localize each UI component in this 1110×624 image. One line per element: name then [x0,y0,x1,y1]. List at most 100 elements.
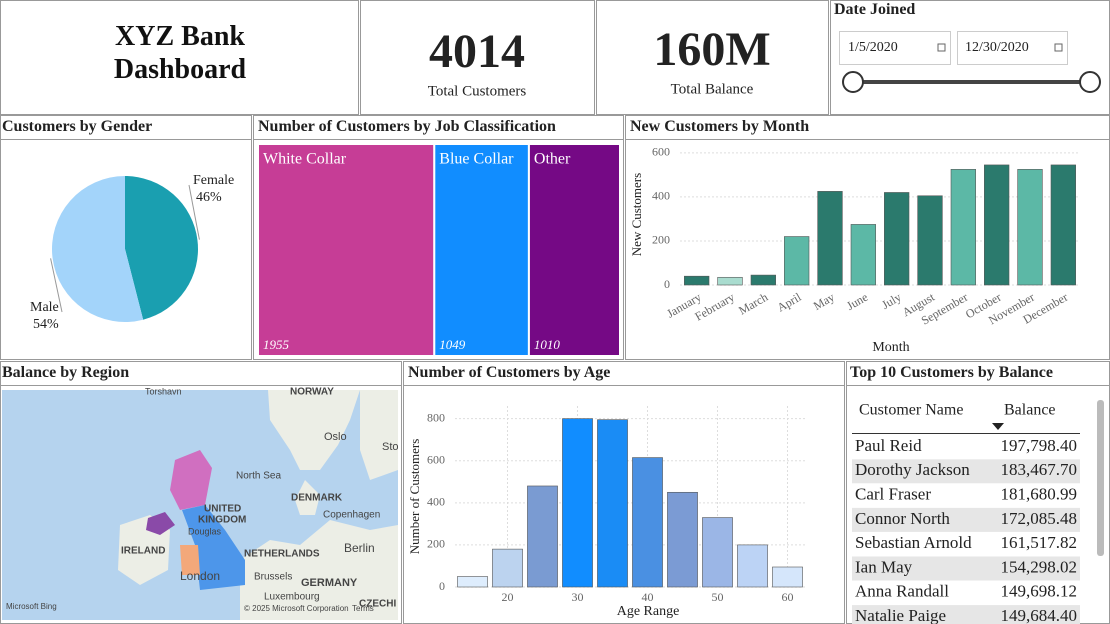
map-northern-ireland [146,512,175,535]
bar [737,544,768,588]
map-label: UNITED [204,504,241,515]
map-label: North Sea [236,471,281,482]
x-tick-label: March [736,290,770,318]
date-input[interactable] [957,31,1068,65]
kpi-label: Total Balance [671,81,754,97]
panel [0,115,252,360]
cell: Sebastian Arnold [855,533,972,552]
map-label: GERMANY [301,577,358,589]
cell: 149,698.12 [1001,582,1078,601]
map-label: Microsoft Bing [6,602,57,611]
y-axis-label: Number of Customers [407,439,422,555]
map-label: Sto [382,441,399,453]
row-background [852,605,1080,624]
panel [253,115,624,360]
y-tick-label: 600 [427,452,445,466]
map-land [268,390,360,470]
y-tick-label: 200 [427,537,445,551]
y-tick-label: 0 [439,579,445,593]
map-label: Copenhagen [323,510,380,521]
x-tick-label: 40 [642,590,654,604]
tile-label: White Collar [263,151,347,168]
map-label: Terms [352,604,374,613]
map [2,390,398,620]
bar [492,548,523,588]
slider-handle[interactable] [1079,71,1101,93]
cell: Ian May [855,557,913,576]
treemap-tile [433,143,530,357]
map-scotland [170,450,212,510]
pie-value-label: 46% [196,190,222,205]
tile-value: 1049 [439,337,466,352]
pie-slice [125,176,199,320]
x-tick-label: 20 [502,590,514,604]
map-label: Douglas [188,526,222,536]
date-input[interactable] [839,31,951,65]
kpi-label: Total Customers [428,83,527,99]
cell: Connor North [855,509,950,528]
panel [596,0,829,115]
y-tick-label: 400 [652,189,670,203]
cell: 161,517.82 [1001,533,1078,552]
panel-title: Customers by Gender [2,118,152,135]
cell: 181,680.99 [1001,485,1078,504]
bar [984,164,1010,286]
map-wales [180,545,200,575]
cell: 197,798.40 [1001,436,1078,455]
x-tick-label: April [775,290,805,315]
bar [884,192,910,286]
cell: 183,467.70 [1001,460,1078,479]
panel-title: Number of Customers by Age [408,364,610,381]
pie-label: Male [30,300,59,315]
leader-line [188,184,200,240]
bar [702,517,733,588]
map-land [240,520,398,620]
cell: Paul Reid [855,436,922,455]
sort-arrow[interactable] [992,423,1004,430]
calendar-icon[interactable] [1054,43,1063,52]
row-background [852,459,1080,484]
panel [0,0,359,115]
panel-title: New Customers by Month [630,118,809,135]
bar [667,491,698,588]
pie-slice [51,176,144,322]
panel-title: Top 10 Customers by Balance [850,364,1053,381]
map-land [295,480,320,515]
x-tick-label: 60 [782,590,794,604]
tile-label: Other [534,151,571,168]
x-tick-label: June [844,290,870,313]
map-label: IRELAND [121,546,165,557]
y-tick-label: 200 [652,233,670,247]
map-label: London [180,569,220,583]
table: Customer Name Balance Paul Reid 197,798.40 D… [852,400,1104,624]
column-header: Balance [1004,402,1056,419]
bar [562,418,593,588]
bar [457,576,488,588]
bar [717,276,743,286]
panel-title: Number of Customers by Job Classificatio… [258,118,556,135]
end-date: 12/30/2020 [965,40,1029,55]
tile-value: 1955 [263,337,290,352]
calendar-icon[interactable] [937,43,946,52]
bar [784,236,810,286]
bar [772,566,803,588]
bar [684,275,710,286]
bar [632,457,663,588]
pie-value-label: 54% [33,317,59,332]
bar [817,191,843,286]
slider-handle[interactable] [842,71,864,93]
bar [750,274,776,286]
bar [917,195,943,286]
bar [1050,164,1076,286]
map-label: KINGDOM [198,515,246,526]
dashboard-title: XYZ Bank Dashboard [113,21,247,85]
bar [527,485,558,588]
map-label: Oslo [324,431,347,443]
pie-label: Female [193,173,234,188]
scrollbar[interactable] [1097,400,1104,556]
column-header: Customer Name [859,402,963,419]
map-label: © 2025 Microsoft Corporation [244,604,349,613]
x-tick-label: 30 [572,590,584,604]
bar [850,224,876,286]
